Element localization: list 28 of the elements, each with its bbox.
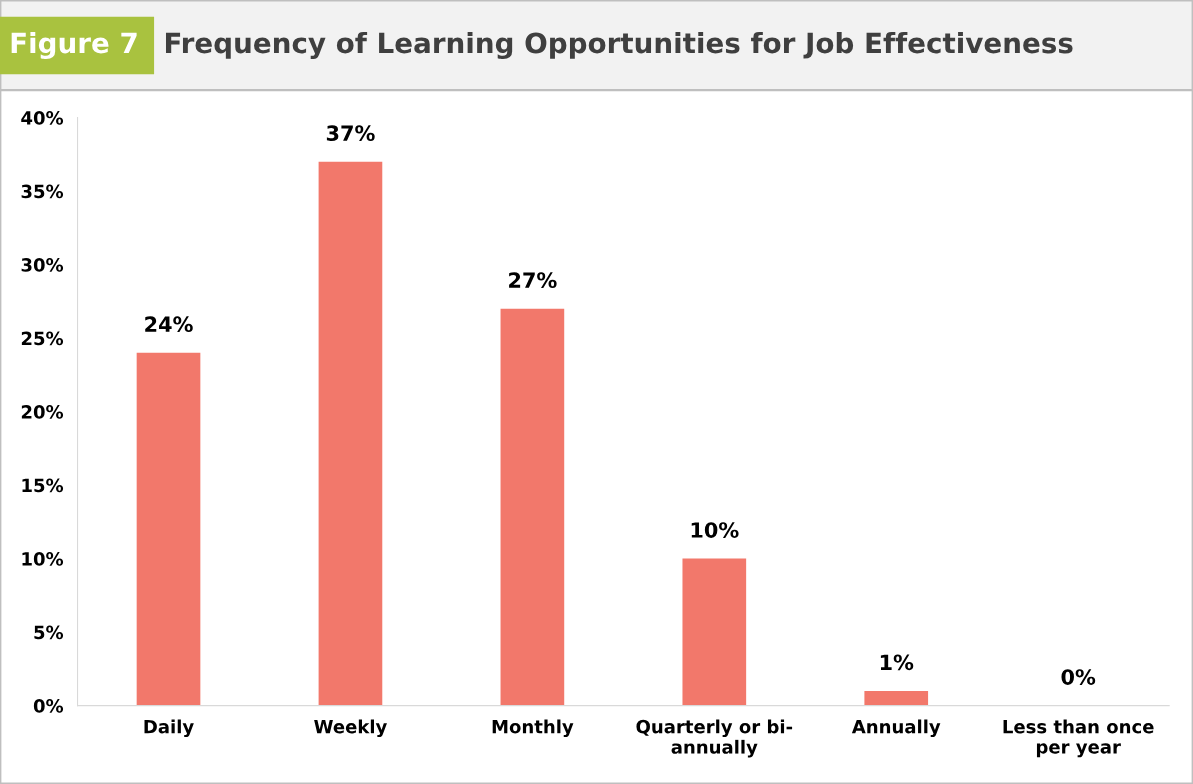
x-tick-label: Quarterly or bi- annually bbox=[636, 719, 793, 758]
x-tick-label: Monthly bbox=[492, 719, 574, 738]
bar bbox=[864, 690, 929, 706]
y-tick-label: 5% bbox=[34, 625, 64, 640]
y-tick-label: 0% bbox=[33, 699, 64, 713]
data-label: 37% bbox=[326, 125, 375, 141]
x-tick-label: Less than once per year bbox=[1003, 719, 1154, 758]
data-label: 27% bbox=[509, 272, 557, 288]
caption: Figure 7 bbox=[11, 31, 137, 60]
y-tick-label: 35% bbox=[21, 184, 64, 199]
data-label: 10% bbox=[691, 522, 739, 538]
chart-title: Frequency of Learning Opportunities for Job Effectiveness bbox=[165, 31, 1073, 60]
x-tick-label: Annually bbox=[851, 719, 941, 738]
bar bbox=[500, 308, 565, 706]
y-tick-label: 10% bbox=[22, 552, 64, 566]
y-tick-label: 30% bbox=[21, 258, 64, 272]
y-tick-label: 40% bbox=[21, 111, 64, 125]
y-tick-label: 25% bbox=[21, 331, 64, 346]
y-tick-label: 20% bbox=[21, 405, 64, 419]
data-label: 24% bbox=[145, 316, 193, 333]
bar bbox=[682, 558, 747, 706]
data-label: 1% bbox=[880, 654, 914, 671]
x-tick-label: Daily bbox=[144, 719, 194, 738]
x-tick-label: Weekly bbox=[314, 719, 387, 738]
bar bbox=[136, 352, 201, 706]
bar bbox=[318, 161, 383, 706]
y-tick-label: 15% bbox=[22, 478, 64, 493]
data-label: 0% bbox=[1061, 669, 1096, 685]
